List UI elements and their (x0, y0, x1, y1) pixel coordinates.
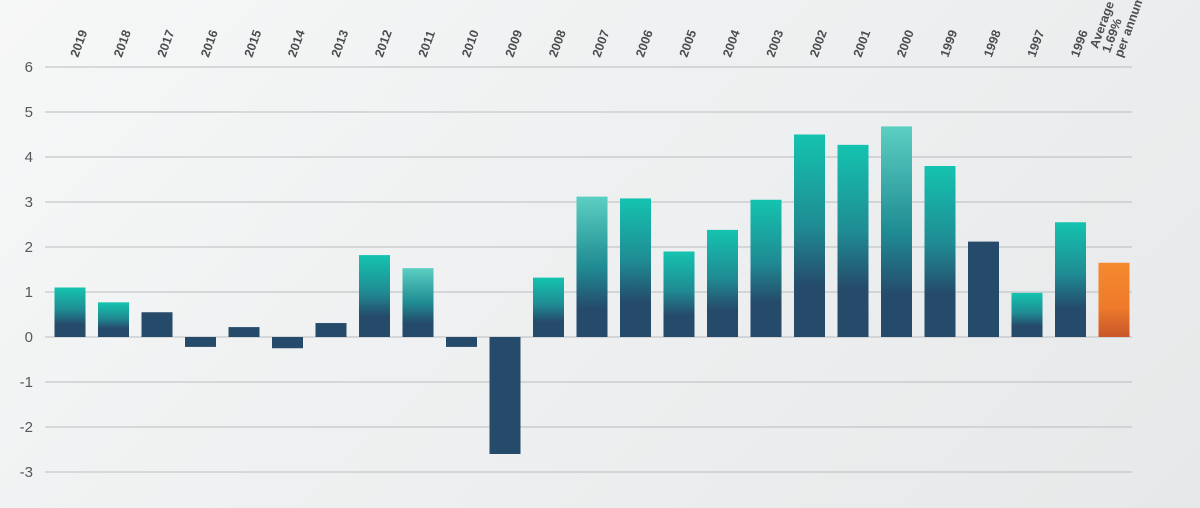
x-tick-label-line: 1998 (981, 28, 1004, 59)
x-tick-label: 2016 (198, 28, 221, 59)
bar (359, 255, 390, 337)
x-tick-label: 1997 (1025, 28, 1048, 59)
bar (98, 302, 129, 337)
bar (620, 198, 651, 337)
bar (533, 277, 564, 337)
bar (1011, 292, 1043, 337)
x-tick-label: 2006 (633, 28, 656, 59)
y-tick-label: 6 (25, 59, 33, 76)
x-tick-label-line: 2007 (590, 28, 613, 59)
x-tick-label: 2014 (285, 28, 308, 59)
bar (750, 199, 782, 337)
bar (228, 327, 260, 337)
x-tick-label-line: 2012 (372, 28, 395, 59)
bar (446, 337, 477, 347)
x-tick-label: 2007 (590, 28, 613, 59)
bar (968, 241, 999, 337)
bar (576, 196, 608, 337)
average-bar (1098, 262, 1130, 337)
bar (272, 337, 303, 349)
y-tick-label: 4 (25, 149, 33, 166)
x-tick-label-line: 2016 (198, 28, 221, 59)
x-tick-label: 2000 (894, 28, 917, 59)
bar (141, 312, 173, 337)
y-tick-label: 1 (25, 284, 33, 301)
x-tick-label: 2008 (546, 28, 569, 59)
x-tick-label-line: 2001 (851, 28, 874, 59)
x-tick-label: 2017 (155, 28, 178, 59)
bar (402, 268, 434, 337)
y-tick-label: -3 (20, 464, 33, 481)
bars (54, 126, 1130, 454)
x-tick-label: 2010 (459, 28, 482, 59)
x-tick-label: 2003 (764, 28, 787, 59)
x-tick-label: 1998 (981, 28, 1004, 59)
x-tick-label-line: 2017 (155, 28, 178, 59)
x-tick-label-line: 2000 (894, 28, 917, 59)
bar (881, 126, 912, 338)
x-tick-label-line: 2009 (503, 28, 526, 59)
x-tick-label-line: 2005 (677, 28, 700, 59)
y-tick-label: 3 (25, 194, 33, 211)
x-tick-label-line: 2003 (764, 28, 787, 59)
y-tick-label: -1 (20, 374, 33, 391)
y-axis-ticks: 6 5 4 3 2 1 0 -1 -2 -3 (20, 59, 33, 481)
x-tick-label-line: 2019 (68, 28, 91, 59)
x-tick-label-line: 2004 (720, 28, 743, 59)
bar (794, 134, 825, 337)
bar (315, 323, 347, 337)
x-tick-label-line: 2014 (285, 28, 308, 59)
y-tick-label: 0 (25, 329, 33, 346)
x-tick-label: 2009 (503, 28, 526, 59)
y-tick-label: 5 (25, 104, 33, 121)
x-tick-label: 1999 (938, 28, 961, 59)
x-tick-label-line: 1999 (938, 28, 961, 59)
x-tick-label-line: 2015 (242, 28, 265, 59)
bar (1055, 222, 1086, 337)
x-axis-labels: 2019 2018 2017 2016 2015 2014 2013 2012 2011 2010… (68, 0, 1147, 59)
x-tick-label: 2018 (111, 28, 134, 59)
y-tick-label: 2 (25, 239, 33, 256)
y-tick-label: -2 (20, 419, 33, 436)
x-tick-label: 2004 (720, 28, 743, 59)
bar (489, 337, 521, 454)
bar (924, 166, 956, 337)
x-tick-label-line: 2013 (329, 28, 352, 59)
bar (707, 229, 738, 337)
x-tick-label-line: 2018 (111, 28, 134, 59)
x-tick-label-line: 2010 (459, 28, 482, 59)
x-tick-label-line: 1997 (1025, 28, 1048, 59)
x-tick-label-line: 2008 (546, 28, 569, 59)
bar (185, 337, 216, 347)
x-tick-label: 2012 (372, 28, 395, 59)
x-tick-label: 2002 (807, 28, 830, 59)
x-tick-label-line: 2002 (807, 28, 830, 59)
x-tick-label: 2011 (416, 29, 438, 59)
x-tick-label-line: 2006 (633, 28, 656, 59)
x-tick-label-line: 2011 (416, 29, 438, 59)
bar (837, 144, 869, 337)
bar (663, 251, 695, 337)
x-tick-label: 2013 (329, 28, 352, 59)
x-tick-label: 2015 (242, 28, 265, 59)
x-tick-label: 2005 (677, 28, 700, 59)
x-tick-label: 2001 (851, 28, 874, 59)
bar (54, 287, 86, 337)
x-tick-label: 2019 (68, 28, 91, 59)
